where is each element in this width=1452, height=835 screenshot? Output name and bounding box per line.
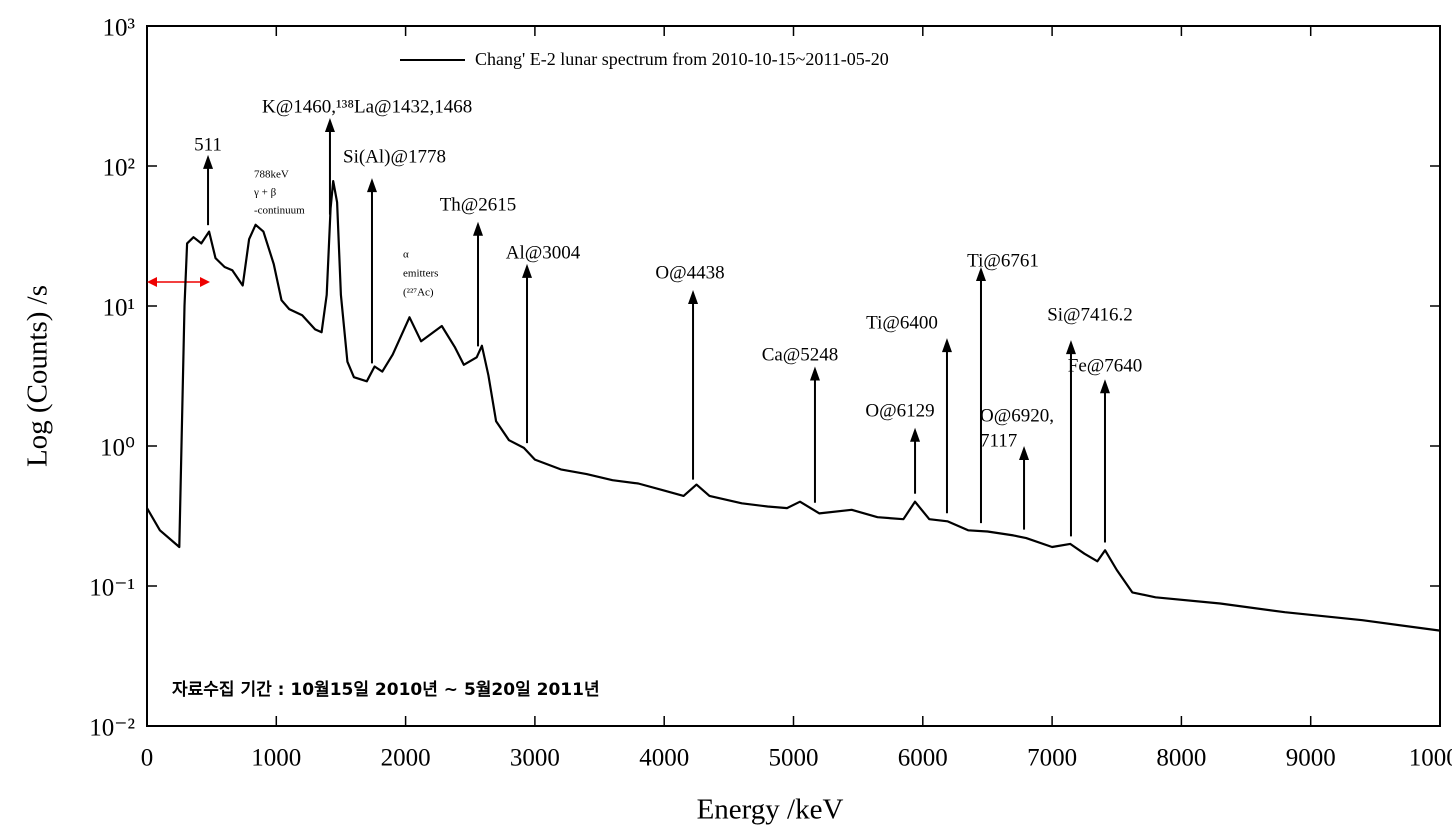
annotation-label: γ + β bbox=[253, 187, 277, 199]
arrow-head bbox=[688, 290, 699, 305]
annotation-label: Ti@6761 bbox=[967, 250, 1039, 271]
x-axis-label: Energy /keV bbox=[697, 794, 844, 826]
x-tick-label: 10000 bbox=[1409, 745, 1452, 772]
annotation-label: Al@3004 bbox=[506, 242, 581, 263]
annotation-label: O@4438 bbox=[655, 262, 724, 283]
x-tick-label: 6000 bbox=[898, 745, 948, 772]
arrow-head bbox=[473, 221, 484, 236]
arrow-head bbox=[147, 277, 157, 287]
arrow-head bbox=[203, 154, 214, 169]
arrow-head bbox=[941, 338, 952, 353]
annotation-label: 7117 bbox=[980, 430, 1017, 451]
annotation-label: emitters bbox=[403, 268, 438, 280]
y-tick-label: 10⁻¹ bbox=[89, 575, 135, 602]
x-tick-label: 5000 bbox=[769, 745, 819, 772]
annotation-label: 788keV bbox=[254, 169, 289, 181]
x-tick-label: 7000 bbox=[1027, 745, 1077, 772]
arrow-head bbox=[975, 266, 986, 281]
annotation-label: 511 bbox=[194, 134, 222, 155]
annotation-label: Ca@5248 bbox=[762, 344, 839, 365]
note: 자료수집 기간 : 10월15일 2010년 ~ 5월20일 2011년 bbox=[172, 680, 600, 700]
arrow-head bbox=[1019, 446, 1030, 460]
x-tick-label: 1000 bbox=[251, 745, 301, 772]
annotation-label: Si(Al)@1778 bbox=[343, 146, 446, 167]
arrow-head bbox=[200, 277, 210, 287]
x-tick-label: 4000 bbox=[639, 745, 689, 772]
arrow-head bbox=[910, 427, 921, 442]
annotation-label: -continuum bbox=[254, 205, 305, 217]
x-tick-label: 3000 bbox=[510, 745, 560, 772]
arrow-head bbox=[522, 263, 533, 278]
annotation-label: Si@7416.2 bbox=[1047, 304, 1133, 325]
x-tick-label: 9000 bbox=[1286, 745, 1336, 772]
x-tick-label: 0 bbox=[141, 745, 154, 772]
y-axis-label: Log (Counts) /s bbox=[22, 285, 54, 467]
red-range-arrow bbox=[147, 277, 210, 287]
x-tick-label: 2000 bbox=[381, 745, 431, 772]
legend-label: Chang' E-2 lunar spectrum from 2010-10-1… bbox=[475, 49, 889, 69]
annotation-label: Ti@6400 bbox=[866, 312, 938, 333]
y-tick-label: 10⁰ bbox=[100, 435, 135, 462]
y-tick-label: 10¹ bbox=[103, 295, 136, 322]
arrow-head bbox=[1065, 340, 1076, 355]
annotation-label: O@6129 bbox=[865, 400, 934, 421]
spectrum-line bbox=[146, 180, 1441, 632]
plot-frame bbox=[146, 25, 1441, 727]
annotation-label: Fe@7640 bbox=[1068, 355, 1143, 376]
annotation-label: (²²⁷Ac) bbox=[403, 287, 434, 299]
arrow-head bbox=[324, 118, 335, 133]
annotation-label: α bbox=[403, 249, 409, 261]
annotation-label: Th@2615 bbox=[440, 194, 517, 215]
y-tick-label: 10⁻² bbox=[89, 715, 135, 742]
y-tick-label: 10² bbox=[103, 155, 136, 182]
y-tick-label: 10³ bbox=[103, 15, 136, 42]
x-tick-label: 8000 bbox=[1156, 745, 1206, 772]
annotation-label: K@1460,¹³⁸La@1432,1468 bbox=[262, 96, 472, 117]
annotation-label: O@6920, bbox=[980, 405, 1054, 426]
arrow-head bbox=[366, 178, 377, 193]
arrow-head bbox=[809, 366, 820, 381]
arrow-head bbox=[1099, 379, 1110, 394]
